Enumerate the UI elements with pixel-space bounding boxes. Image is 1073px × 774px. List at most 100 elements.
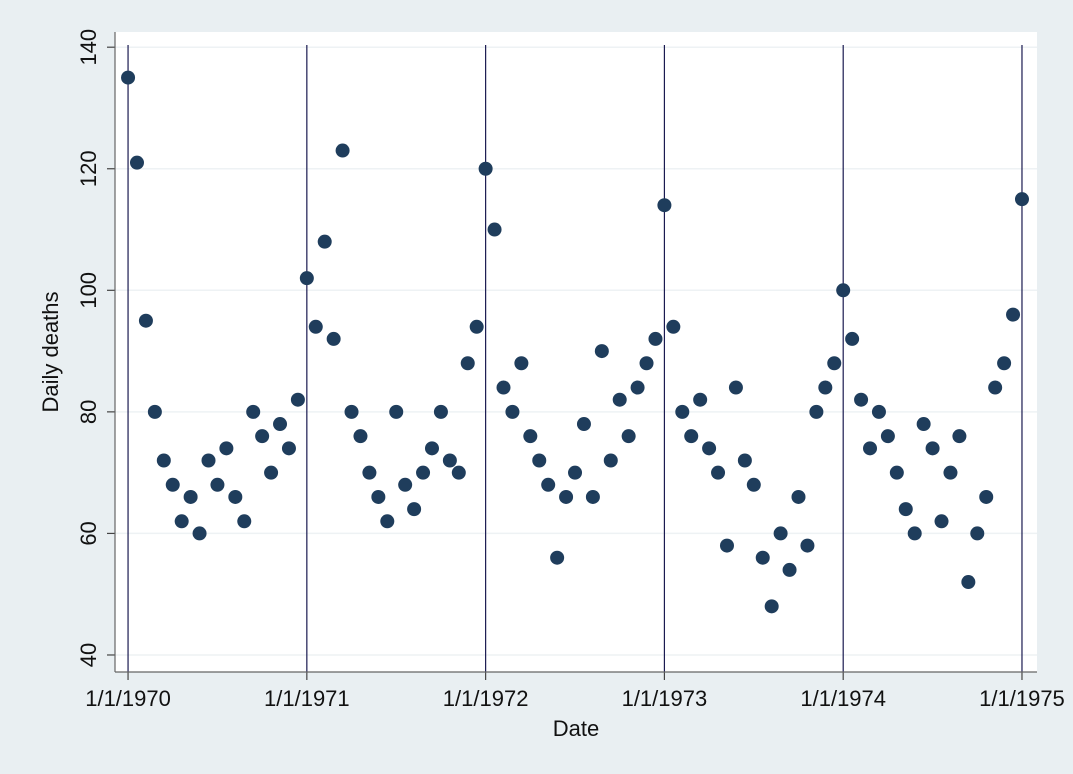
point [952,429,967,444]
point [541,477,556,492]
point [934,514,949,529]
point [550,550,565,565]
point [487,222,502,237]
point [255,429,270,444]
x-tick-label: 1/1/1975 [979,686,1065,711]
point [264,465,279,480]
point [299,271,314,286]
point [1006,307,1021,322]
point [621,429,636,444]
point [791,489,806,504]
x-tick-label: 1/1/1973 [622,686,708,711]
point [219,441,234,456]
point [764,599,779,614]
point [389,404,404,419]
point [863,441,878,456]
point [979,489,994,504]
point [800,538,815,553]
point [898,502,913,517]
point [380,514,395,529]
point [961,575,976,590]
point [237,514,252,529]
point [818,380,833,395]
point [416,465,431,480]
x-tick-label: 1/1/1972 [443,686,529,711]
point [728,380,743,395]
point [290,392,305,407]
plot-area [115,32,1037,672]
point [559,489,574,504]
point [889,465,904,480]
x-tick-label: 1/1/1971 [264,686,350,711]
point [970,526,985,541]
point [773,526,788,541]
point [612,392,627,407]
point [398,477,413,492]
x-axis-title: Date [553,716,599,741]
y-tick-label: 40 [76,643,101,667]
point [666,319,681,334]
x-tick-label: 1/1/1970 [85,686,171,711]
point [228,489,243,504]
point [129,155,144,170]
point [344,404,359,419]
point [174,514,189,529]
point [711,465,726,480]
point [156,453,171,468]
point [183,489,198,504]
point [684,429,699,444]
point [514,356,529,371]
point [988,380,1003,395]
point [845,331,860,346]
point [210,477,225,492]
point [496,380,511,395]
point [746,477,761,492]
y-tick-label: 100 [76,272,101,309]
point [871,404,886,419]
y-tick-label: 60 [76,521,101,545]
point [353,429,368,444]
point [523,429,538,444]
point [693,392,708,407]
point [630,380,645,395]
y-tick-label: 80 [76,400,101,424]
point [478,161,493,176]
point [424,441,439,456]
point [273,417,288,432]
point [755,550,770,565]
point [576,417,591,432]
point [451,465,466,480]
point [648,331,663,346]
point [147,404,162,419]
point [121,70,136,85]
point [916,417,931,432]
point [675,404,690,419]
point [603,453,618,468]
point [880,429,895,444]
y-tick-label: 120 [76,150,101,187]
point [138,313,153,328]
point [192,526,207,541]
point [836,283,851,298]
point [719,538,734,553]
point [827,356,842,371]
point [1014,192,1029,207]
point [362,465,377,480]
point [407,502,422,517]
point [809,404,824,419]
y-tick-label: 140 [76,29,101,66]
point [585,489,600,504]
point [281,441,296,456]
point [854,392,869,407]
point [433,404,448,419]
point [326,331,341,346]
point [469,319,484,334]
point [657,198,672,213]
point [997,356,1012,371]
point [782,562,797,577]
point [335,143,350,158]
point [594,344,609,359]
y-axis-title: Daily deaths [38,291,63,412]
point [317,234,332,249]
